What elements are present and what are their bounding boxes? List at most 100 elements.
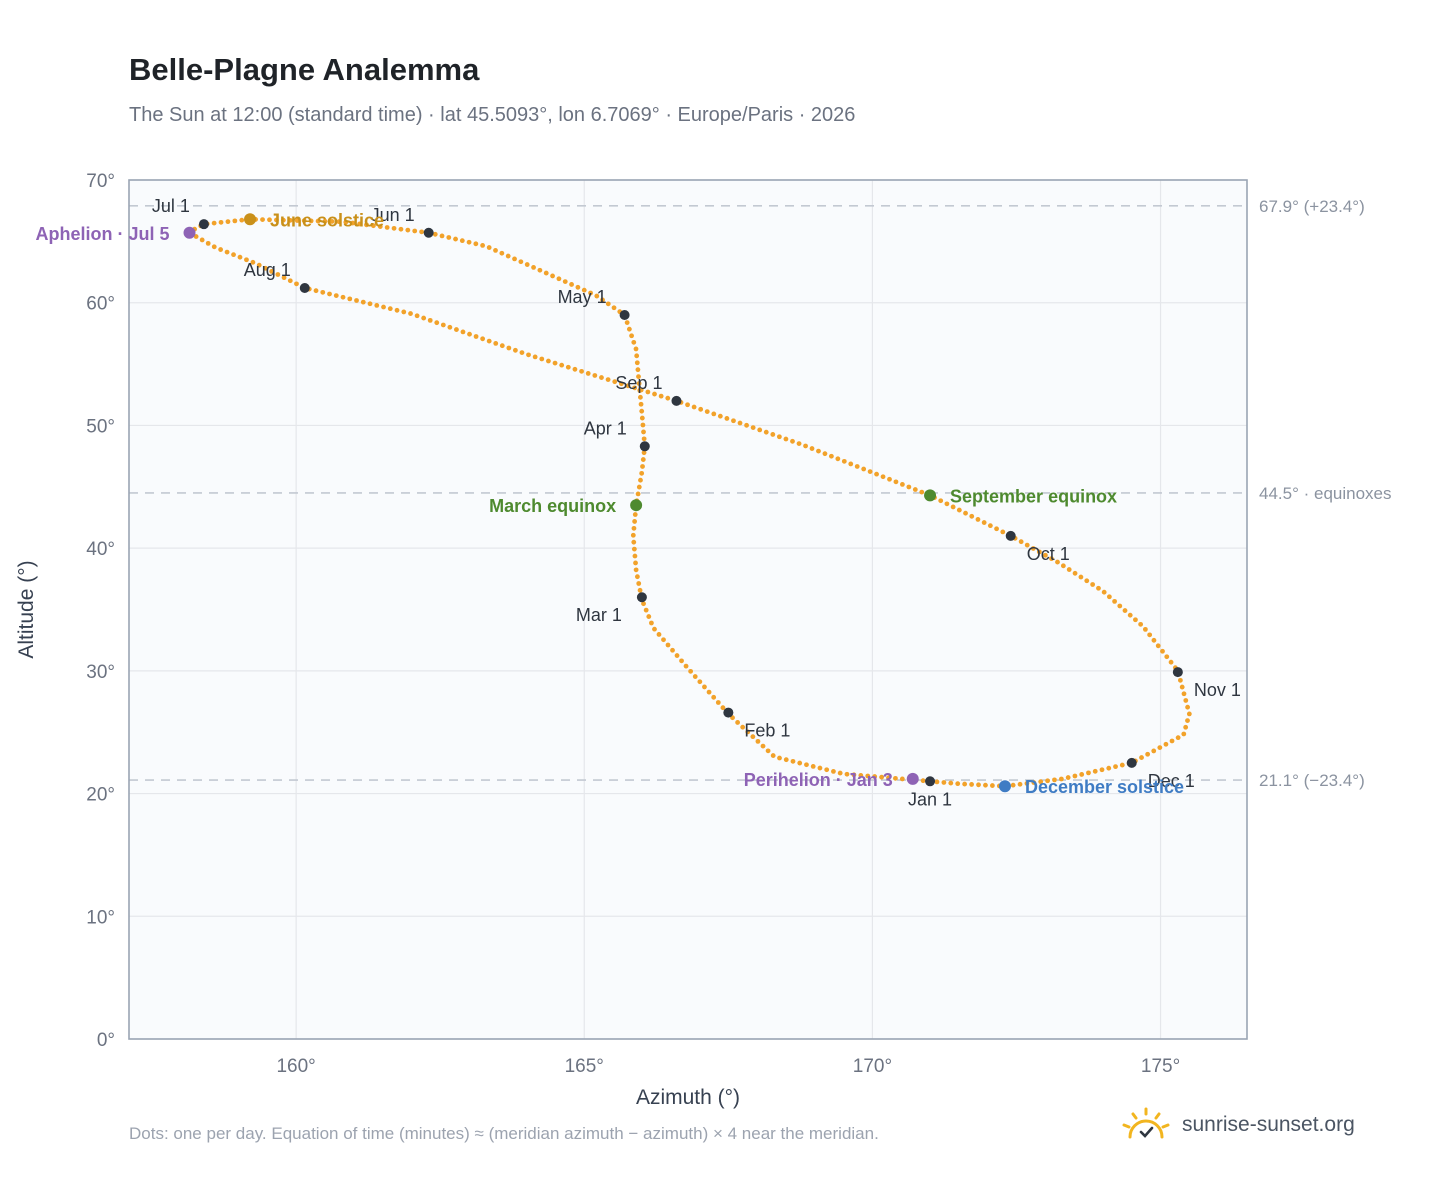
day-dot: [552, 360, 558, 366]
month-marker: [1005, 530, 1016, 541]
day-dot: [1043, 552, 1048, 558]
day-dot: [975, 517, 981, 522]
day-dot: [639, 470, 645, 476]
day-dot: [640, 457, 646, 462]
month-marker: [1126, 757, 1137, 768]
day-dot: [225, 219, 231, 225]
day-dot: [797, 760, 803, 766]
day-dot: [763, 429, 769, 435]
day-dot: [1065, 775, 1071, 780]
event-label: December solstice: [1025, 777, 1184, 797]
day-dot: [357, 221, 363, 227]
day-dot: [1030, 546, 1036, 551]
day-dot: [744, 422, 749, 428]
day-dot: [599, 375, 604, 380]
month-marker: [1172, 667, 1183, 678]
day-dot: [354, 298, 359, 303]
month-label: Jun 1: [371, 205, 415, 225]
day-dot: [962, 781, 968, 787]
reference-line-label: 44.5° · equinoxes: [1259, 484, 1392, 503]
day-dot: [969, 782, 974, 787]
day-dot: [1086, 770, 1091, 776]
day-dot: [1060, 563, 1066, 569]
month-label: Mar 1: [576, 605, 622, 625]
event-label: September equinox: [950, 486, 1117, 506]
day-dot: [367, 301, 373, 307]
day-dot: [804, 762, 809, 768]
day-dot: [796, 441, 802, 446]
brand[interactable]: sunrise-sunset.org: [1120, 1100, 1355, 1150]
day-dot: [1155, 643, 1161, 649]
day-dot: [287, 278, 293, 284]
day-dot: [1055, 559, 1060, 565]
day-dot: [790, 438, 795, 444]
day-dot: [267, 217, 272, 223]
day-dot: [274, 217, 279, 223]
day-dot: [486, 338, 492, 344]
day-dot: [629, 333, 634, 339]
day-dot: [1112, 598, 1117, 604]
day-dot: [630, 532, 636, 538]
day-dot: [401, 309, 407, 315]
day-dot: [1157, 745, 1163, 751]
day-dot: [569, 282, 574, 287]
day-dot: [1177, 677, 1183, 683]
day-dot: [1099, 767, 1105, 773]
day-dot: [872, 774, 878, 779]
day-dot: [989, 783, 995, 788]
month-marker: [619, 309, 630, 320]
day-dot: [1181, 691, 1187, 697]
day-dot: [983, 782, 988, 788]
day-dot: [1079, 772, 1085, 777]
month-label: Jul 1: [152, 196, 190, 216]
day-dot: [453, 236, 458, 242]
day-dot: [638, 401, 644, 407]
day-dot: [987, 523, 993, 529]
day-dot: [370, 223, 376, 229]
day-dot: [218, 247, 224, 252]
day-dot: [1186, 711, 1192, 717]
day-dot: [1151, 637, 1157, 643]
day-dot: [745, 729, 751, 735]
day-dot: [844, 771, 850, 777]
month-marker: [723, 707, 734, 718]
day-dot: [320, 289, 326, 295]
day-dot: [639, 415, 645, 421]
day-dot: [1018, 539, 1024, 545]
event-marker: [998, 780, 1011, 793]
day-dot: [539, 356, 545, 362]
y-tick-label: 0°: [97, 1030, 115, 1051]
day-dot: [412, 228, 418, 234]
day-dot: [256, 262, 262, 268]
day-dot: [1145, 751, 1151, 757]
day-dot: [518, 259, 524, 265]
day-dot: [1052, 777, 1057, 783]
day-dot: [1113, 764, 1118, 770]
day-dot: [639, 408, 645, 414]
month-label: Feb 1: [744, 721, 790, 741]
day-dot: [640, 464, 645, 469]
day-dot: [633, 567, 639, 573]
month-label: Nov 1: [1194, 680, 1241, 700]
day-dot: [765, 748, 771, 754]
day-dot: [865, 773, 871, 779]
day-dot: [592, 373, 598, 378]
month-label: Dec 1: [1148, 771, 1195, 791]
day-dot: [950, 504, 956, 510]
day-dot: [532, 354, 538, 360]
day-dot: [956, 507, 962, 513]
day-dot: [605, 377, 611, 383]
day-dot: [480, 336, 486, 342]
day-dot: [1031, 780, 1037, 785]
month-marker: [925, 776, 936, 787]
day-dot: [640, 422, 646, 428]
day-dot: [633, 560, 638, 566]
day-dot: [955, 781, 961, 787]
day-dot: [776, 434, 782, 440]
day-dot: [414, 313, 420, 319]
day-dot: [519, 350, 525, 356]
day-dot: [817, 765, 823, 771]
day-dot: [524, 262, 530, 267]
day-dot: [658, 393, 664, 399]
x-axis-label: Azimuth (°): [636, 1086, 740, 1109]
